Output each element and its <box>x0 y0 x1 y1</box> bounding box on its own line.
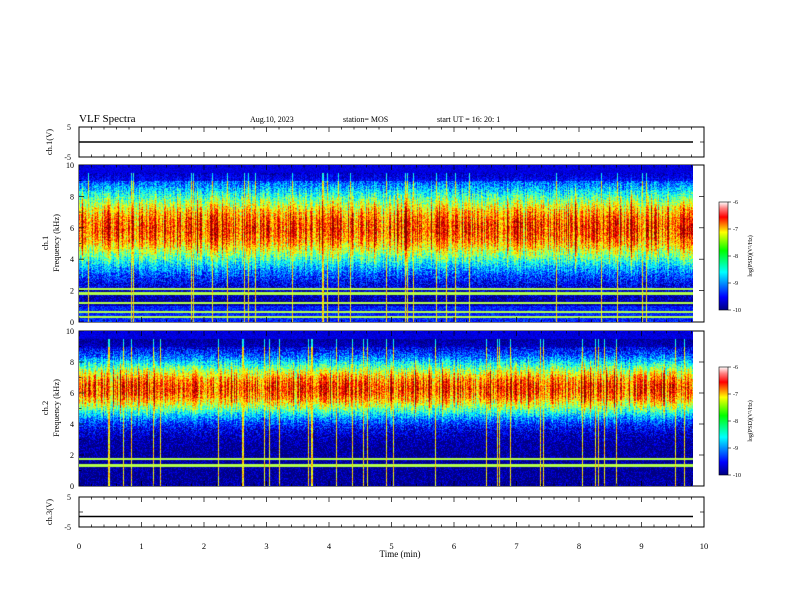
colorbar-tick-label: -7 <box>733 227 738 233</box>
freq-tick-label: 0 <box>70 318 74 327</box>
colorbar-tick-label: -7 <box>733 392 738 398</box>
ch1-ytick-top: 5 <box>67 123 71 132</box>
colorbar-tick-label: -10 <box>733 473 741 479</box>
figure-title: VLF Spectra <box>79 113 136 125</box>
time-tick-label: 5 <box>389 541 393 551</box>
freq-tick-label: 8 <box>70 358 74 367</box>
time-tick-label: 2 <box>202 541 206 551</box>
freq-tick-label: 8 <box>70 192 74 201</box>
ch3-ytick-top: 5 <box>67 493 71 502</box>
x-axis-label: Time (min) <box>380 549 421 559</box>
ch1-spectrogram-ylabel-2: Frequency (kHz) <box>51 214 61 272</box>
colorbar-tick-label: -6 <box>733 200 738 206</box>
freq-tick-label: 10 <box>66 327 74 336</box>
time-tick-label: 7 <box>514 541 518 551</box>
ch2-spectrogram-ylabel-2: Frequency (kHz) <box>51 379 61 437</box>
start-time-label: start UT = 16: 20: 1 <box>437 115 501 124</box>
time-tick-label: 8 <box>577 541 581 551</box>
axis-ticks <box>78 126 705 528</box>
freq-tick-label: 4 <box>70 420 74 429</box>
ch2-colorbar: -6 -7 -8 -9 -10 log(PSD)(V²/Hz) <box>718 365 754 479</box>
time-tick-label: 9 <box>639 541 643 551</box>
colorbar-tick-label: -6 <box>733 365 738 371</box>
ch1-spectrogram-ylabel-1: ch.1 <box>40 236 50 250</box>
freq-tick-label: 6 <box>70 224 74 233</box>
colorbar-tick-label: -8 <box>733 254 738 260</box>
freq-tick-label: 2 <box>70 451 74 460</box>
date-label: Aug.10, 2023 <box>250 115 294 124</box>
ch3-waveform-ylabel: ch.3(V) <box>44 499 54 525</box>
ch1-ytick-bottom: -5 <box>64 153 71 162</box>
time-tick-label: 3 <box>264 541 268 551</box>
time-tick-label: 10 <box>700 541 709 551</box>
ch1-colorbar-label: log(PSD)(V²/Hz) <box>747 235 754 276</box>
time-tick-label: 0 <box>77 541 81 551</box>
ch1-colorbar: -6 -7 -8 -9 -10 log(PSD)(V²/Hz) <box>718 200 754 314</box>
colorbar-tick-label: -9 <box>733 281 738 287</box>
freq-tick-label: 4 <box>70 255 74 264</box>
colorbar-tick-label: -9 <box>733 446 738 452</box>
station-label: station= MOS <box>343 115 389 124</box>
ch2-colorbar-label: log(PSD)(V²/Hz) <box>747 400 754 441</box>
ch2-spectrogram-image <box>79 331 693 486</box>
ch1-spectrogram-image <box>79 165 693 322</box>
colorbar-tick-label: -8 <box>733 419 738 425</box>
time-tick-label: 1 <box>139 541 143 551</box>
freq-tick-label: 10 <box>66 161 74 170</box>
time-tick-label: 6 <box>452 541 456 551</box>
freq-tick-label: 0 <box>70 482 74 491</box>
ch1-waveform-ylabel: ch.1(V) <box>44 129 54 155</box>
time-tick-label: 4 <box>327 541 332 551</box>
ch2-spectrogram-ylabel-1: ch.2 <box>40 401 50 415</box>
colorbar-tick-label: -10 <box>733 308 741 314</box>
ch3-ytick-bottom: -5 <box>64 523 71 532</box>
freq-tick-label: 6 <box>70 389 74 398</box>
freq-tick-label: 2 <box>70 287 74 296</box>
